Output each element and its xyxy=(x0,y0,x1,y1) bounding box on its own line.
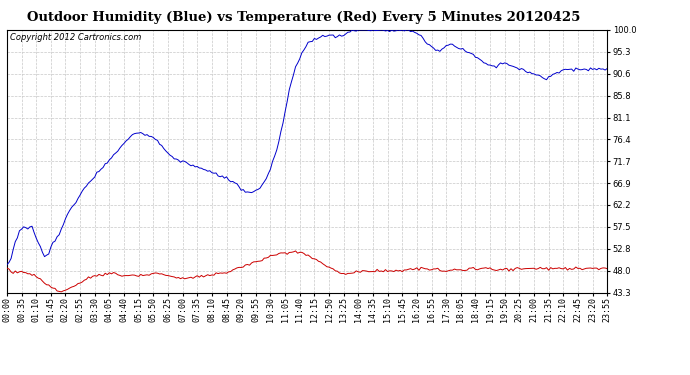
Text: Outdoor Humidity (Blue) vs Temperature (Red) Every 5 Minutes 20120425: Outdoor Humidity (Blue) vs Temperature (… xyxy=(27,11,580,24)
Text: Copyright 2012 Cartronics.com: Copyright 2012 Cartronics.com xyxy=(10,33,141,42)
